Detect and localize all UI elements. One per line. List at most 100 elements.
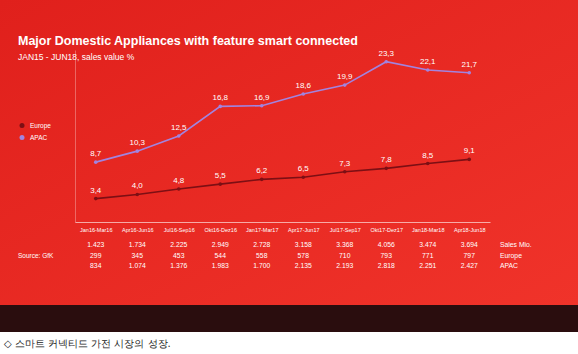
x-tick: Okt16-Dez16: [205, 222, 237, 233]
x-tick: Jan18-Mar18: [412, 222, 444, 233]
table-cell: 2.193: [336, 262, 353, 269]
x-tick: Jul16-Sep16: [164, 222, 195, 233]
y-axis-line: [75, 51, 76, 223]
x-tick-label: Apr16-Jun16: [122, 227, 154, 233]
table-row-label: Europe: [500, 252, 522, 260]
source: Source: GfK: [18, 252, 54, 259]
data-label: 7,3: [339, 159, 351, 168]
table-cell: 771: [422, 252, 434, 259]
x-tick-label: Jul17-Sep17: [330, 227, 361, 233]
data-label: 4,0: [132, 181, 144, 190]
x-tick: Jan16-Mar16: [80, 222, 112, 233]
data-label: 3,4: [90, 186, 102, 195]
marker: [135, 149, 139, 153]
table-cell: 558: [256, 252, 268, 259]
x-tick-label: Jan17-Mar17: [246, 227, 278, 233]
table-cell: 710: [339, 252, 351, 259]
marker: [384, 167, 388, 171]
sales-table: 1.4231.7342.2252.9492.7283.1583.3684.056…: [87, 241, 532, 269]
data-label: 7,8: [381, 155, 393, 164]
table-cell: 2.949: [212, 241, 229, 248]
table-cell: 2.818: [378, 262, 395, 269]
line-0: [96, 159, 470, 198]
table-cell: 3.694: [461, 241, 478, 248]
marker: [218, 105, 222, 109]
marker: [218, 182, 222, 186]
data-label: 23,3: [378, 49, 394, 58]
marker: [94, 197, 98, 201]
x-tick: Apr16-Jun16: [122, 222, 154, 233]
x-tick-label: Okt16-Dez16: [205, 227, 237, 233]
background: [0, 0, 578, 354]
table-cell: 3.368: [336, 241, 353, 248]
x-tick-label: Jan18-Mar18: [412, 227, 444, 233]
x-axis: Jan16-Mar16 Apr16-Jun16 Jul16-Sep16 Okt16-D…: [76, 222, 491, 233]
legend-swatch: [20, 135, 25, 140]
x-tick: Jul17-Sep17: [330, 222, 361, 233]
data-label: 18,6: [295, 81, 311, 90]
marker: [177, 187, 181, 191]
marker: [260, 178, 264, 182]
marker: [467, 158, 471, 162]
table-cell: 3.474: [419, 241, 436, 248]
caption: ◇ 스마트 커넥티드 가전 시장의 성장.: [4, 338, 171, 349]
x-tick-label: Jan16-Mar16: [80, 227, 112, 233]
marker: [343, 83, 347, 87]
data-label: 8,7: [90, 149, 102, 158]
marker: [301, 175, 305, 179]
marker: [260, 104, 264, 108]
data-label: 8,5: [422, 151, 434, 160]
table-cell: 1.423: [87, 241, 104, 248]
x-tick-label: Apr18-Jun18: [454, 227, 486, 233]
data-label: 19,9: [337, 72, 353, 81]
table-cell: 3.158: [295, 241, 312, 248]
table-cell: 453: [173, 252, 185, 259]
table-cell: 1.700: [253, 262, 270, 269]
legend: EuropeAPAC: [20, 122, 52, 141]
table-cell: 4.056: [378, 241, 395, 248]
table-cell: 345: [132, 252, 144, 259]
table-row-label: APAC: [500, 262, 518, 269]
chart-svg: Major Domestic Appliances with feature s…: [0, 0, 578, 354]
data-label: 6,2: [256, 166, 268, 175]
marker: [177, 134, 181, 138]
data-label: 16,9: [254, 93, 270, 102]
table-cell: 1.074: [129, 262, 146, 269]
subtitle: JAN15 - JUN18, sales value %: [18, 52, 135, 62]
data-label: 12,5: [171, 123, 187, 132]
data-label: 5,5: [215, 171, 227, 180]
table-cell: 299: [90, 252, 102, 259]
x-axis-line: [76, 222, 491, 223]
marker: [426, 68, 430, 72]
table-cell: 2.251: [419, 262, 436, 269]
table-cell: 797: [464, 252, 476, 259]
data-label: 21,7: [461, 60, 477, 69]
caption-band: [0, 332, 578, 354]
legend-swatch: [20, 123, 25, 128]
marker: [467, 71, 471, 75]
data-label: 4,8: [173, 176, 185, 185]
table-cell: 578: [298, 252, 310, 259]
y-axis: [75, 51, 76, 223]
table-cell: 544: [215, 252, 227, 259]
x-tick: Jan17-Mar17: [246, 222, 278, 233]
data-label: 9,1: [464, 146, 476, 155]
table-cell: 834: [90, 262, 102, 269]
x-tick: Apr18-Jun18: [454, 222, 486, 233]
data-label: 6,5: [298, 164, 310, 173]
table-cell: 2.135: [295, 262, 312, 269]
marker: [426, 162, 430, 166]
slide: [0, 0, 578, 305]
table-row-label: Sales Mio.: [500, 241, 532, 248]
x-tick-label: Apr17-Jun17: [288, 227, 320, 233]
data-label: 16,8: [212, 93, 228, 102]
table-cell: 1.734: [129, 241, 146, 248]
plot-area: [94, 60, 471, 201]
marker: [94, 160, 98, 164]
table-cell: 793: [381, 252, 393, 259]
table-cell: 1.983: [212, 262, 229, 269]
x-tick-label: Okt17-Dez17: [371, 227, 403, 233]
data-label: 22,1: [420, 57, 436, 66]
table-cell: 1.376: [170, 262, 187, 269]
table-cell: 2.225: [170, 241, 187, 248]
